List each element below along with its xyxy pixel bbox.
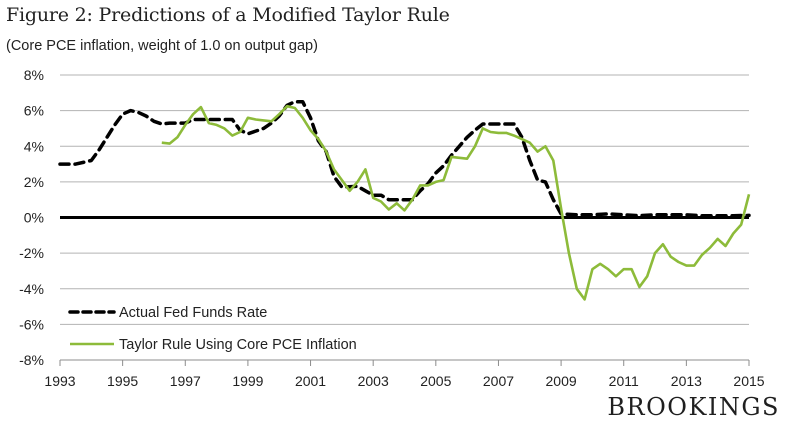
y-tick-label: 0% bbox=[24, 210, 44, 226]
legend-label: Actual Fed Funds Rate bbox=[119, 305, 267, 321]
series-line-fed-funds-rate bbox=[58, 99, 751, 218]
chart-subtitle: (Core PCE inflation, weight of 1.0 on ou… bbox=[6, 38, 318, 54]
legend-label: Taylor Rule Using Core PCE Inflation bbox=[119, 337, 357, 353]
series-line-taylor-rule bbox=[161, 104, 751, 301]
y-tick-label: 4% bbox=[24, 138, 44, 154]
x-tick-label: 1995 bbox=[107, 373, 138, 389]
y-tick-label: 2% bbox=[24, 174, 44, 190]
x-tick-label: 2013 bbox=[671, 373, 702, 389]
y-tick-label: -4% bbox=[19, 281, 44, 297]
y-tick-label: 8% bbox=[24, 67, 44, 83]
legend: Actual Fed Funds Rate Taylor Rule Using C… bbox=[68, 305, 357, 353]
x-tick-label: 2003 bbox=[358, 373, 389, 389]
x-tick-label: 2009 bbox=[546, 373, 577, 389]
x-tick-label: 2001 bbox=[295, 373, 326, 389]
x-tick-label: 2015 bbox=[733, 373, 764, 389]
brookings-logo: BROOKINGS bbox=[607, 393, 780, 421]
y-tick-label: -8% bbox=[19, 352, 44, 368]
x-tick-label: 2007 bbox=[483, 373, 514, 389]
y-tick-label: 6% bbox=[24, 103, 44, 119]
x-tick-label: 2005 bbox=[420, 373, 451, 389]
series-lines bbox=[58, 99, 751, 301]
x-tick-label: 1997 bbox=[170, 373, 201, 389]
chart-title: Figure 2: Predictions of a Modified Tayl… bbox=[6, 4, 450, 26]
x-tick-label: 2011 bbox=[609, 373, 639, 389]
y-tick-label: -6% bbox=[19, 316, 44, 332]
y-tick-label: -2% bbox=[19, 245, 44, 261]
x-tick-label: 1999 bbox=[232, 373, 263, 389]
y-axis-tick-labels: -8% -6% -4% -2% 0% 2% 4% 6% 8% bbox=[19, 67, 44, 368]
x-axis: 1993 1995 1997 1999 2001 2003 2005 2007 2009 2011… bbox=[44, 359, 765, 389]
gridlines bbox=[60, 74, 749, 325]
x-tick-label: 1993 bbox=[44, 373, 75, 389]
